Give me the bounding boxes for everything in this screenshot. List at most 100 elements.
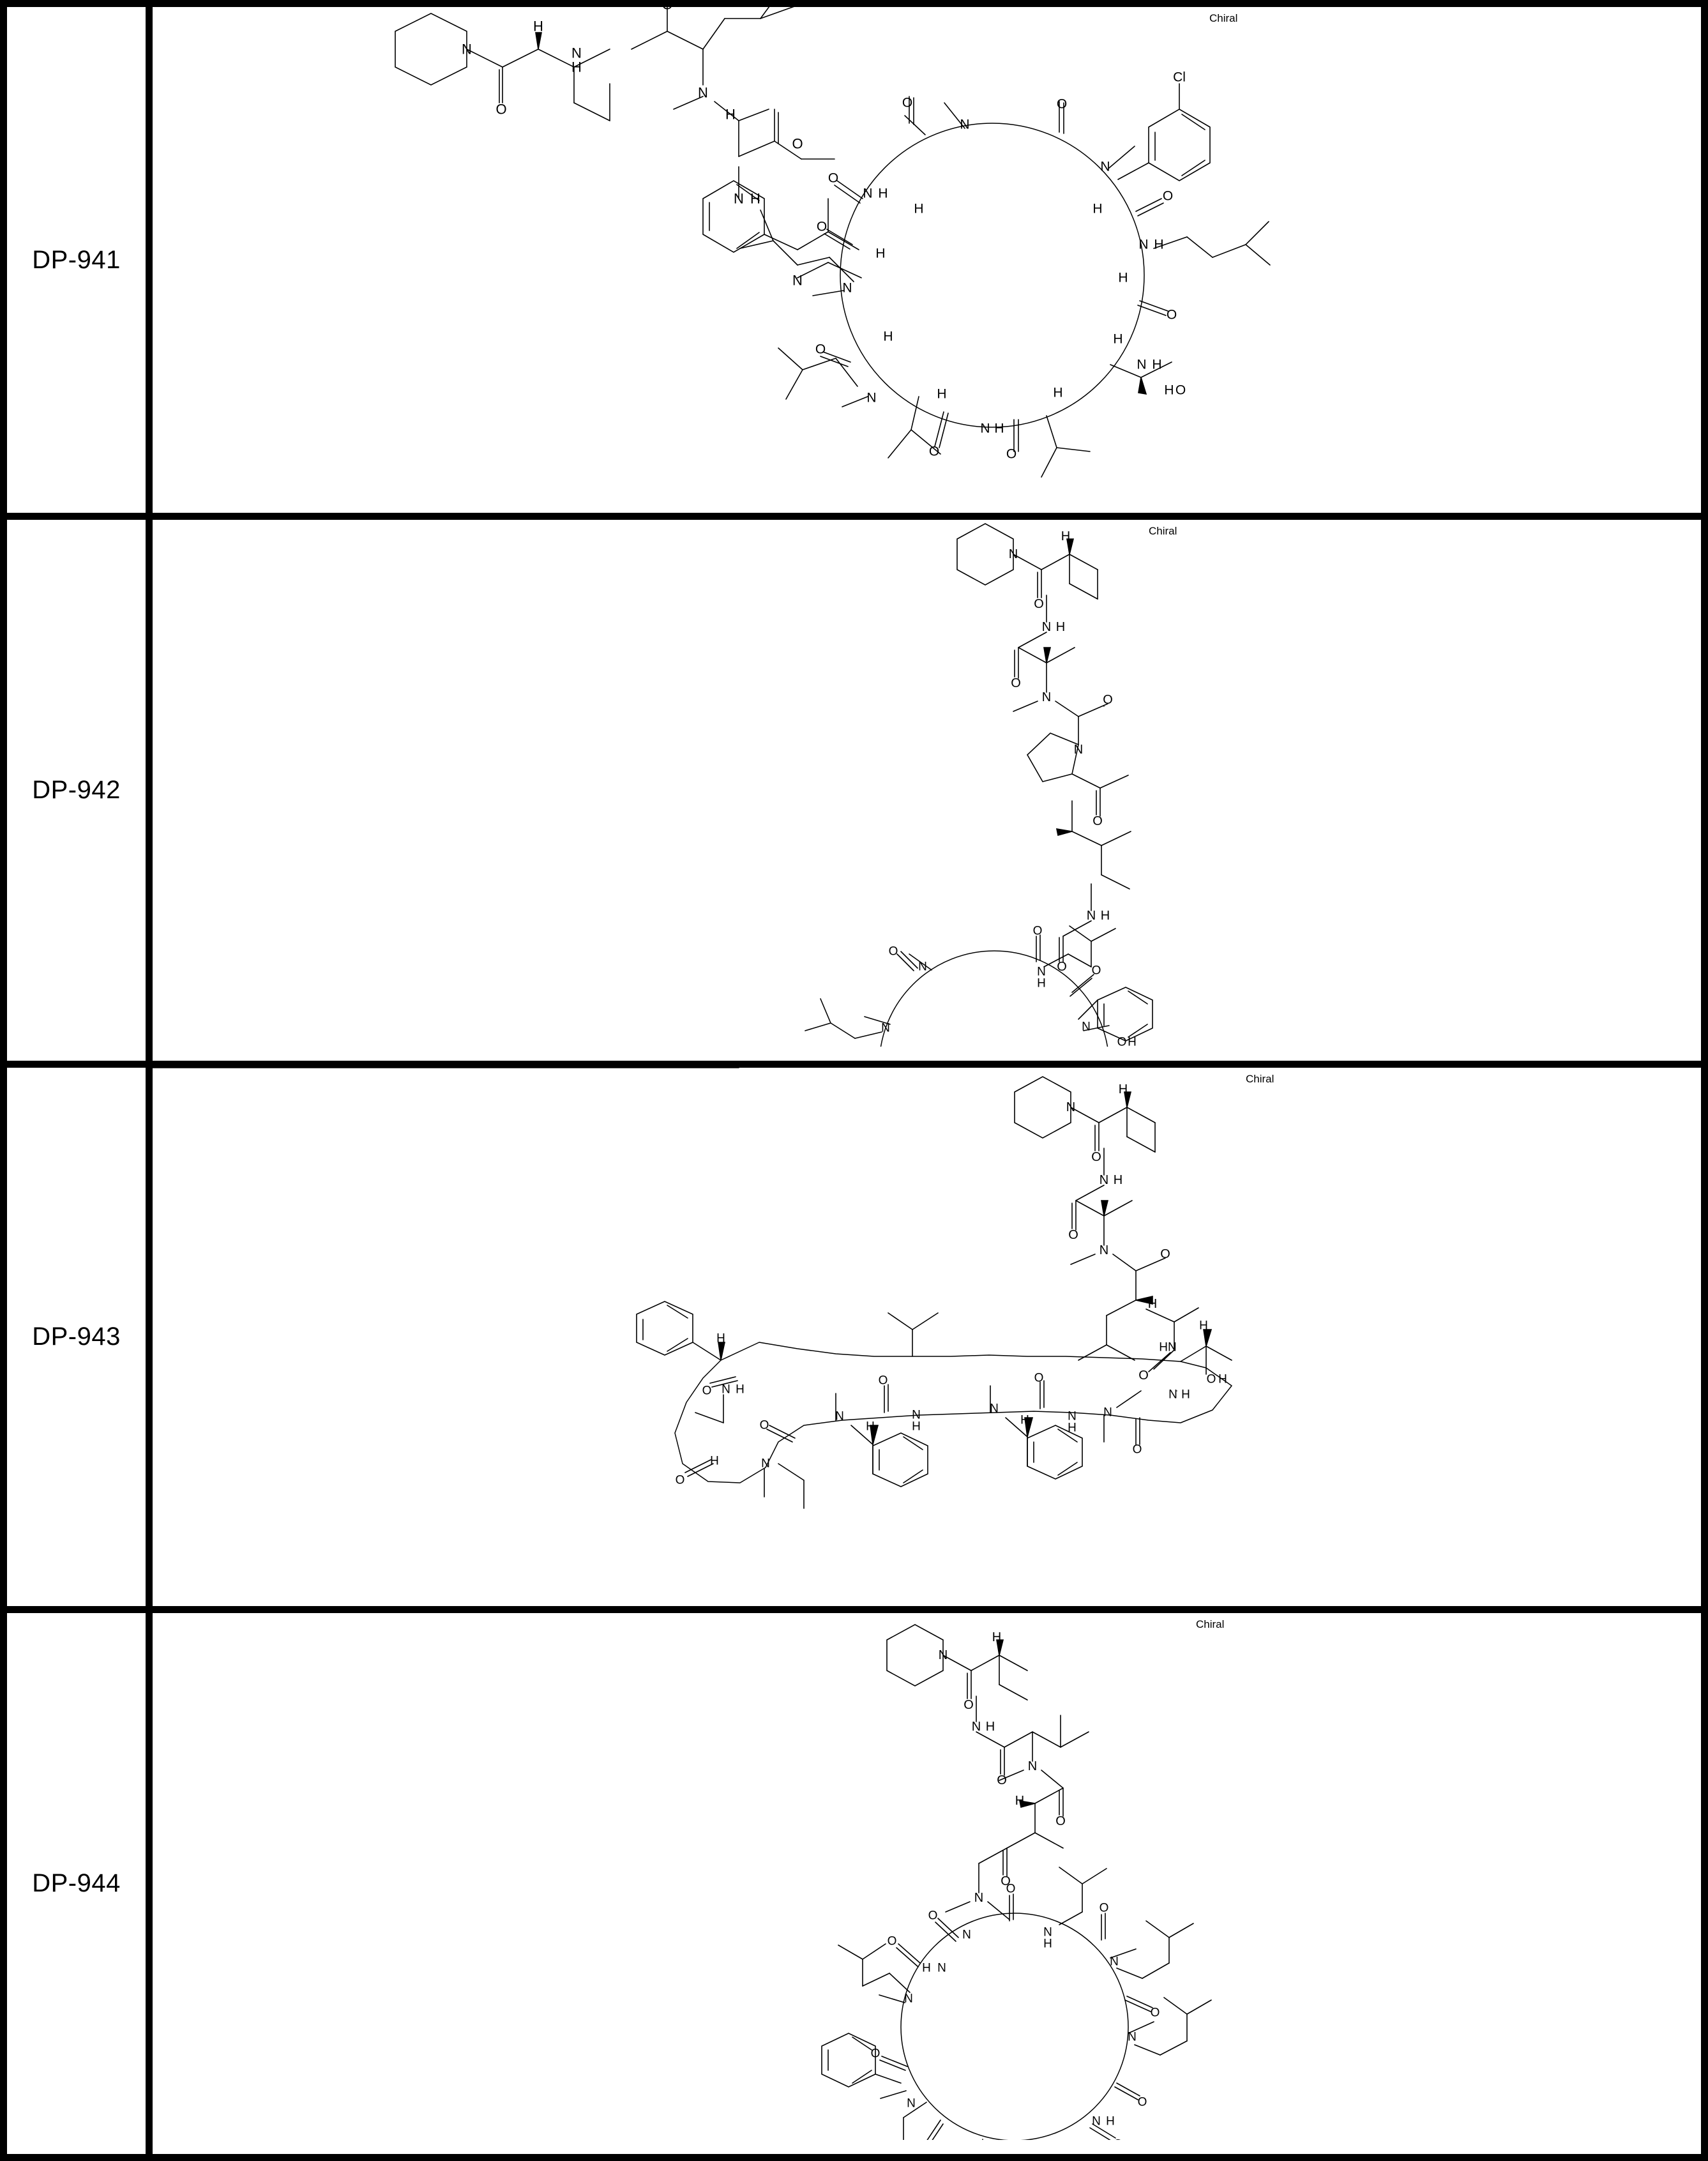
compound-id-label: DP-943 [32,1323,121,1351]
svg-text:H: H [1148,1297,1157,1311]
svg-text:H: H [914,202,923,216]
svg-text:H: H [1119,1082,1128,1096]
table-row: DP-943 Chiral [0,1061,1708,1613]
svg-text:H: H [1152,358,1161,372]
svg-text:O: O [1006,1882,1016,1895]
svg-text:N: N [835,1410,844,1423]
svg-text:O: O [661,7,672,13]
svg-text:O: O [792,136,803,152]
table-row: DP-941 Chiral [0,0,1708,520]
svg-text:H: H [571,59,582,75]
svg-text:O: O [1057,97,1067,112]
table-row: DP-944 Chiral [0,1605,1708,2161]
svg-text:H: H [1164,383,1174,398]
chemical-structure-dp941: N O H NH O N H NH O N [395,7,1271,478]
svg-text:N: N [1100,1243,1108,1257]
svg-text:H: H [992,1630,1001,1644]
svg-text:O: O [1163,189,1173,204]
svg-text:H: H [994,421,1004,436]
svg-text:O: O [1033,925,1043,938]
svg-text:O: O [929,444,939,459]
svg-text:N: N [1068,1410,1077,1423]
svg-text:N: N [462,42,472,57]
svg-text:O: O [888,1934,897,1948]
svg-text:O: O [1057,960,1067,974]
svg-text:O: O [815,342,826,357]
svg-text:N: N [990,1402,999,1416]
svg-text:O: O [1100,1901,1109,1915]
svg-text:O: O [676,1474,685,1487]
svg-text:O: O [1092,964,1101,978]
svg-text:N: N [904,1992,913,2005]
svg-text:O: O [1092,814,1103,828]
svg-text:H: H [1154,238,1163,252]
svg-text:H: H [750,191,760,207]
svg-text:H: H [710,1455,719,1468]
svg-text:N: N [1042,690,1051,704]
svg-text:N: N [866,391,876,406]
svg-text:O: O [1006,447,1016,462]
svg-text:H: H [875,246,885,261]
svg-text:N: N [698,85,708,101]
svg-text:H: H [1106,2114,1115,2128]
structure-cell: Chiral [146,513,1708,1068]
svg-text:H: H [1118,271,1128,285]
chiral-label: Chiral [1149,525,1177,538]
svg-text:N: N [792,273,803,289]
svg-text:H: H [937,387,946,402]
svg-text:HN: HN [1159,1341,1176,1354]
svg-text:N: N [863,186,872,201]
svg-text:N: N [962,1928,971,1941]
svg-text:O: O [1011,676,1021,690]
svg-text:O: O [1133,1443,1142,1457]
svg-text:N: N [1110,1955,1119,1968]
svg-text:O: O [1001,1874,1011,1888]
svg-text:O: O [817,220,827,234]
svg-text:N: N [937,1961,946,1975]
svg-text:H: H [878,186,888,201]
chiral-label: Chiral [1196,1618,1225,1630]
svg-text:H: H [1015,1794,1024,1808]
svg-text:O: O [1160,1247,1170,1261]
svg-text:N: N [1092,2114,1101,2128]
svg-text:O: O [702,1384,712,1398]
chemical-structure-dp944: N O H NH O N O H O N O [821,1623,1212,2140]
svg-text:H: H [883,330,893,344]
svg-text:H: H [1113,332,1122,347]
svg-text:H: H [716,1332,725,1346]
svg-text:N: N [1037,966,1046,979]
structure-cell: Chiral [146,0,1708,520]
svg-text:N: N [1043,1925,1052,1939]
chemical-structure-dp943: N O H NH O N O H O H O [153,1068,1232,1510]
svg-text:O: O [1167,308,1177,322]
svg-text:H: H [725,107,736,123]
svg-text:H: H [912,1420,921,1434]
svg-text:N: N [842,281,852,296]
chiral-label: Chiral [1246,1073,1274,1086]
svg-text:N: N [881,1022,890,1035]
svg-text:O: O [879,1374,888,1388]
svg-text:O: O [1091,1150,1101,1164]
svg-text:N: N [1042,620,1051,634]
svg-text:N: N [1100,160,1110,174]
svg-text:O: O [1114,2137,1123,2140]
svg-text:N: N [1009,547,1018,561]
svg-text:O: O [1034,597,1044,611]
svg-text:H: H [1114,1173,1122,1187]
svg-text:O: O [760,1419,769,1432]
svg-text:O: O [1151,2006,1160,2019]
structure-cell: Chiral [146,1605,1708,2161]
svg-text:N: N [734,191,744,207]
svg-text:H: H [1020,1414,1029,1427]
svg-text:N: N [980,421,990,436]
compound-id-cell: DP-944 [0,1605,153,2161]
svg-text:H: H [736,1383,744,1397]
svg-text:H: H [986,1720,995,1734]
svg-text:O: O [828,171,838,186]
svg-text:N: N [722,1383,730,1397]
structure-cell: Chiral [146,1061,1708,1613]
svg-text:O: O [1117,1036,1127,1047]
svg-text:O: O [871,2047,880,2060]
svg-text:H: H [1092,202,1102,216]
